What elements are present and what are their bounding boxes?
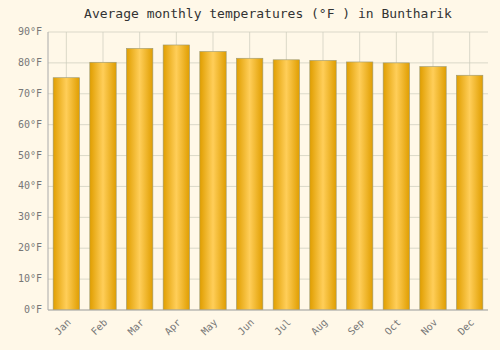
bar <box>383 63 409 310</box>
bar <box>420 67 446 310</box>
x-tick-label: Jul <box>272 317 293 338</box>
grid-line <box>48 310 488 311</box>
bars <box>53 45 483 310</box>
bar <box>310 60 336 310</box>
title: Average monthly temperatures (°F ) in Bu… <box>84 6 452 21</box>
bar <box>126 48 152 310</box>
y-tick-label: 70°F <box>18 88 42 99</box>
bar <box>273 60 299 310</box>
bar <box>163 45 189 310</box>
grid-line <box>48 32 488 33</box>
bar <box>200 51 226 310</box>
y-tick-label: 20°F <box>18 242 42 253</box>
y-tick-label: 40°F <box>18 180 42 191</box>
y-tick-label: 50°F <box>18 150 42 161</box>
bar <box>90 62 116 310</box>
x-tick-label: Dec <box>456 317 477 338</box>
x-tick-label: Jan <box>52 317 73 338</box>
x-tick-label: Mar <box>126 317 147 338</box>
x-tick-label: Sep <box>346 317 367 338</box>
background <box>0 0 500 350</box>
y-tick-label: 30°F <box>18 211 42 222</box>
x-tick-label: Jun <box>236 317 257 338</box>
x-tick-label: Feb <box>89 317 110 338</box>
x-axis-line <box>48 310 488 311</box>
chart: 0°F 10°F 20°F 30°F 40°F 50°F 60°F 70°F 80°F 90°F J… <box>0 0 500 350</box>
x-tick-label: Oct <box>382 317 403 338</box>
bar <box>53 78 79 310</box>
grid <box>48 32 488 310</box>
x-tick-label: May <box>199 317 220 338</box>
x-tick-label: Aug <box>309 317 330 338</box>
bar <box>236 58 262 310</box>
tick-labels: 0°F 10°F 20°F 30°F 40°F 50°F 60°F 70°F 80°F 90°F J… <box>18 26 476 337</box>
x-tick-label: Apr <box>162 317 183 338</box>
y-axis-line <box>48 32 49 310</box>
bar <box>456 75 482 310</box>
x-tick-label: Nov <box>419 317 440 338</box>
y-tick-label: 80°F <box>18 57 42 68</box>
y-tick-label: 10°F <box>18 273 42 284</box>
y-tick-label: 0°F <box>24 304 42 315</box>
y-tick-label: 90°F <box>18 26 42 37</box>
bar <box>346 62 372 310</box>
y-tick-label: 60°F <box>18 119 42 130</box>
